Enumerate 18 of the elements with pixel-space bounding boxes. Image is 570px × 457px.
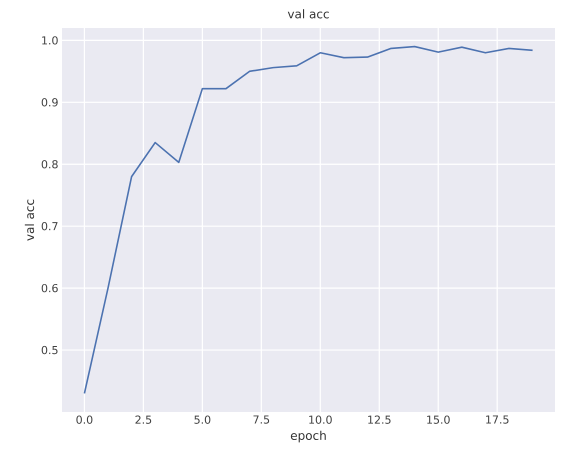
y-tick-label: 0.8: [42, 160, 58, 168]
x-tick-label: 17.5: [486, 416, 508, 424]
y-tick-label: 0.7: [42, 222, 58, 230]
y-tick-label: 0.5: [42, 346, 58, 354]
y-tick-label: 0.9: [42, 98, 58, 106]
y-axis-title: val acc: [24, 200, 34, 241]
x-tick-label: 2.5: [135, 416, 152, 424]
chart-title: val acc: [288, 9, 329, 18]
y-tick-label: 1.0: [42, 36, 58, 45]
x-tick-label: 10.0: [309, 416, 332, 424]
line-series: [84, 46, 534, 394]
x-tick-label: 15.0: [427, 416, 450, 424]
x-tick-label: 0.0: [76, 416, 92, 424]
x-axis-title: epoch: [290, 430, 326, 442]
x-tick-label: 7.5: [253, 416, 270, 424]
x-tick-label: 12.5: [368, 416, 391, 424]
y-tick-label: 0.6: [42, 284, 58, 292]
x-tick-label: 5.0: [194, 416, 210, 424]
